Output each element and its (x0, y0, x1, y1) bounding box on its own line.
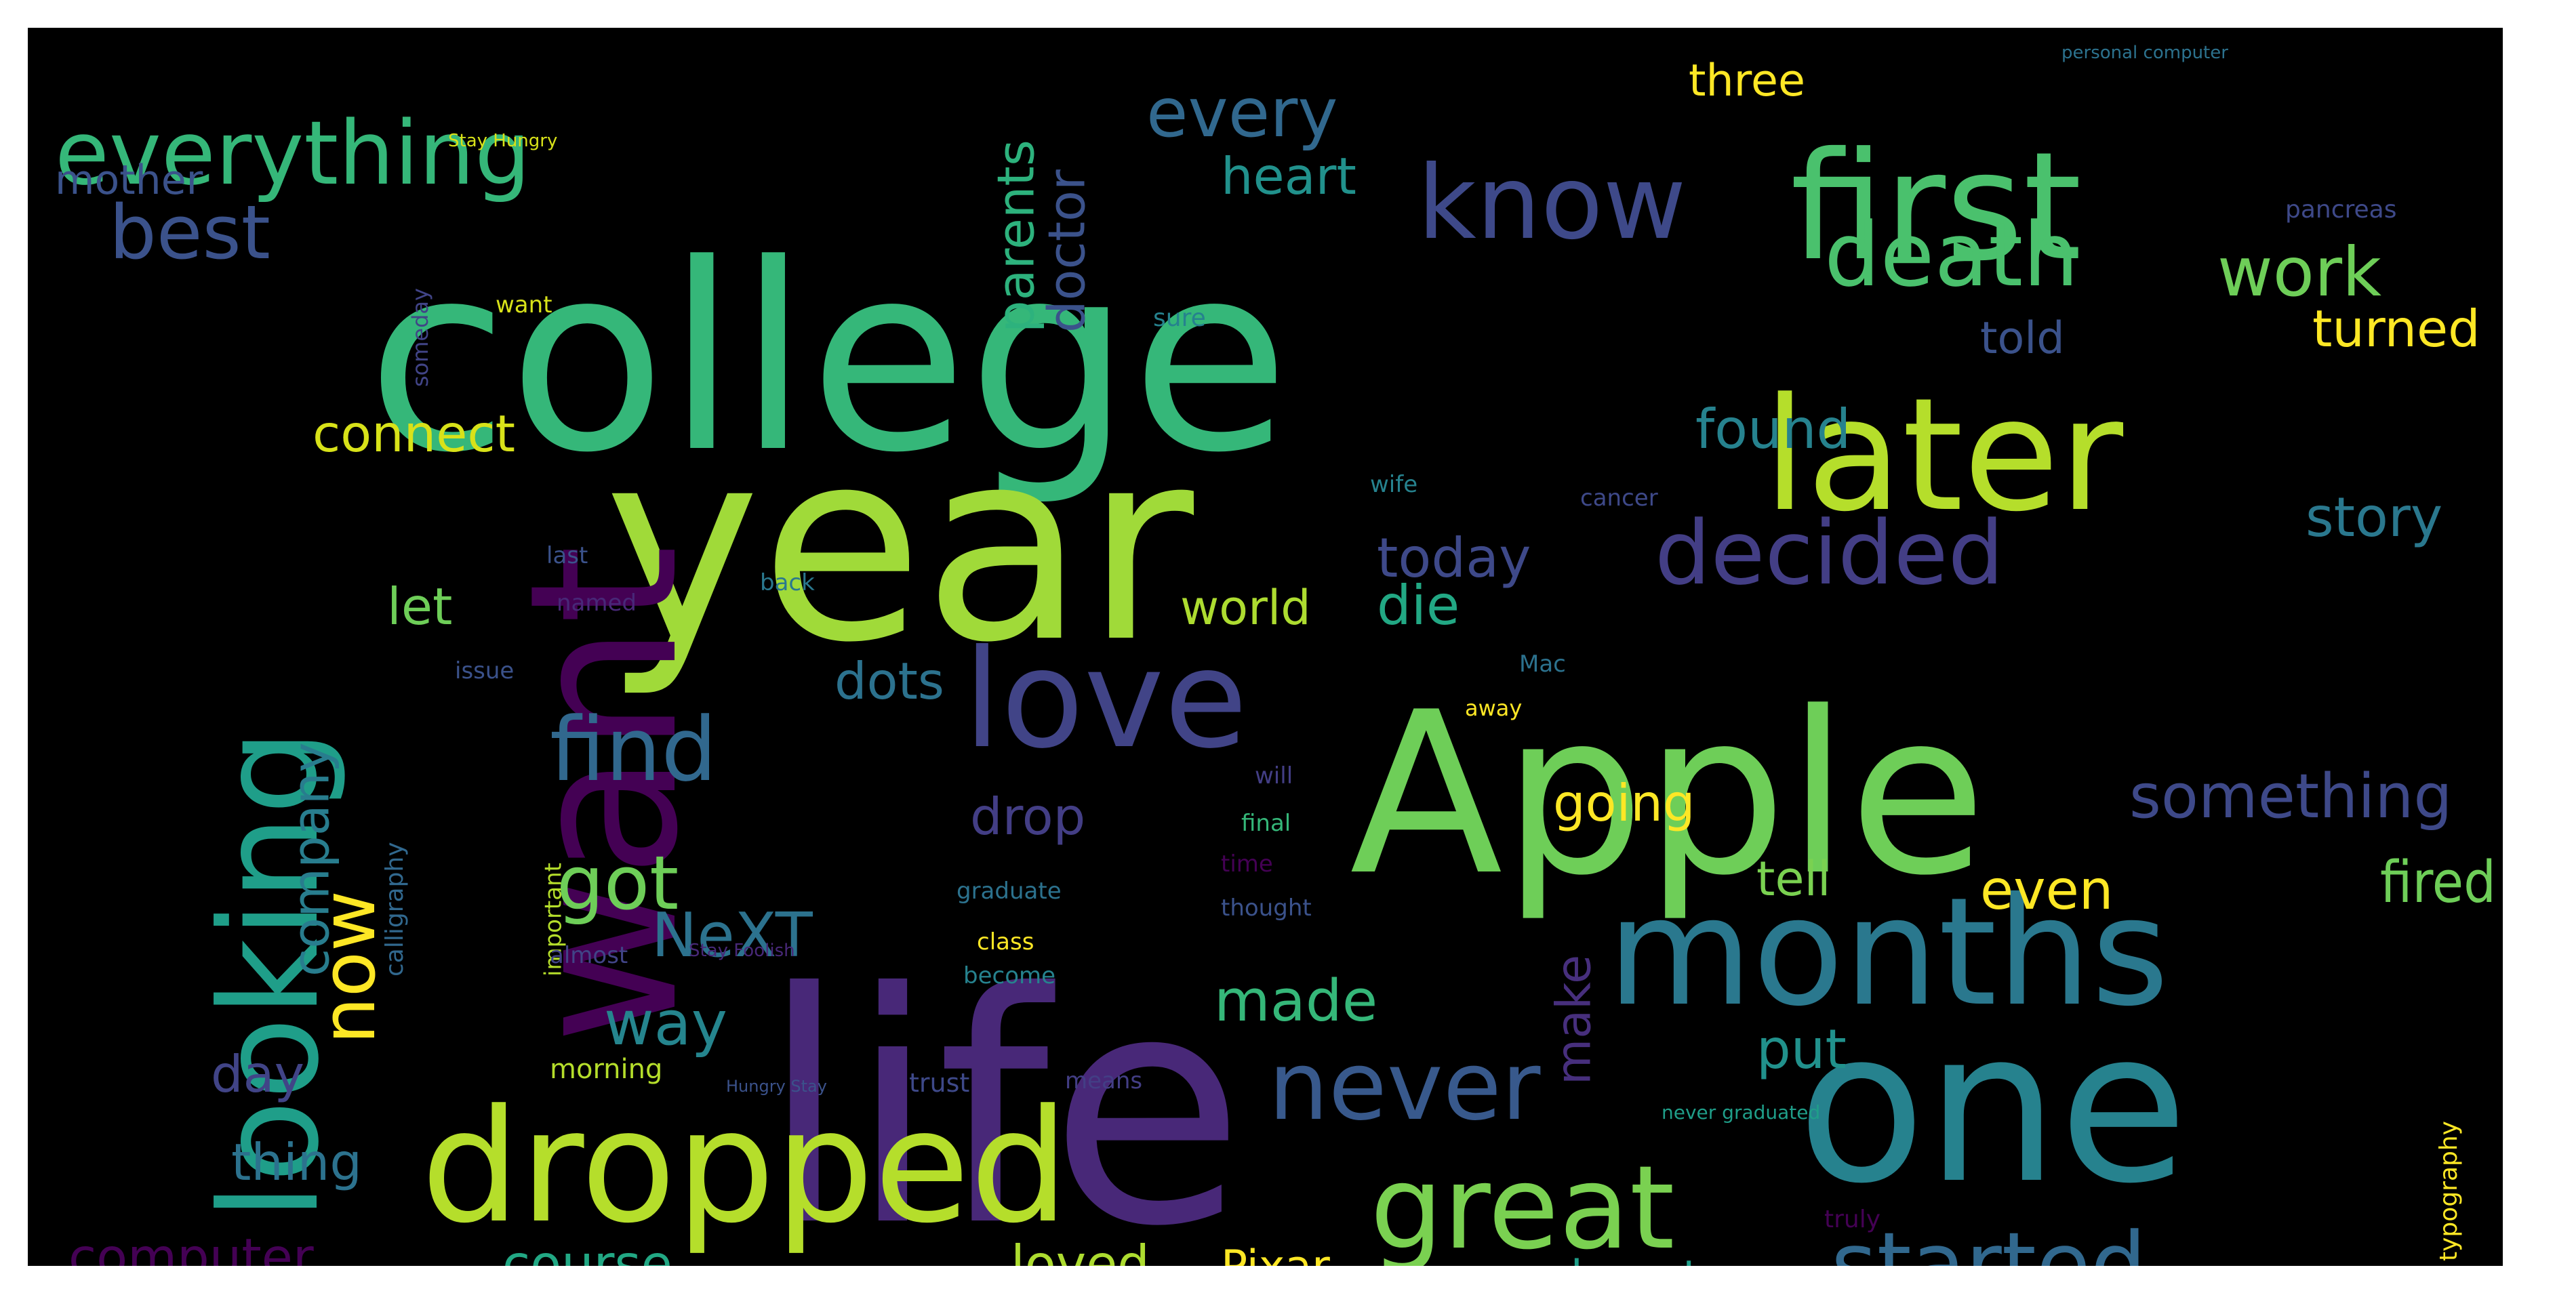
word-thought: thought (1221, 895, 1312, 922)
word-parents: parents (986, 140, 1046, 333)
word-put: put (1756, 1018, 1847, 1081)
word-means: means (1065, 1067, 1142, 1094)
word-wife: wife (1370, 471, 1417, 498)
word-someday: someday (407, 288, 433, 387)
word-everything: everything (55, 102, 531, 205)
word-mother: mother (55, 157, 203, 204)
word-today: today (1377, 527, 1531, 590)
word-stay-hungry: Stay Hungry (448, 131, 557, 151)
word-sure: sure (1153, 304, 1206, 332)
word-turned: turned (2312, 299, 2480, 358)
word-started: started (1831, 1213, 2146, 1266)
word-heart: heart (1221, 146, 1356, 206)
word-say: say (2499, 108, 2503, 143)
word-even: even (1980, 859, 2113, 922)
word-pixar: Pixar (1221, 1241, 1330, 1266)
word-become: become (963, 962, 1055, 989)
word-closest: closest (1546, 1252, 1700, 1266)
word-tell: tell (1756, 851, 1830, 907)
word-dots: dots (834, 651, 944, 711)
word-want: want (486, 545, 723, 1044)
word-stay-foolish: Stay Foolish (689, 941, 795, 961)
word-looking: looking (191, 729, 349, 1220)
word-company: company (281, 742, 341, 977)
word-got: got (557, 840, 679, 926)
word-world: world (1180, 580, 1311, 636)
word-time: time (1221, 850, 1273, 878)
word-dropped: dropped (421, 1077, 1069, 1258)
word-cloud: life college year Apple want one dropped lookin… (28, 28, 2503, 1266)
word-death: death (1824, 203, 2079, 306)
word-typography: typography (2435, 1121, 2463, 1261)
word-story: story (2306, 486, 2442, 549)
word-doctor: doctor (1037, 169, 1097, 333)
word-die: die (1377, 574, 1460, 637)
word-life: life (760, 925, 1245, 1266)
word-pancreas: pancreas (2285, 196, 2397, 224)
word-decided: decided (1655, 501, 2004, 604)
word-three: three (1689, 56, 1805, 106)
word-want-2: want (496, 291, 552, 319)
word-going: going (1553, 773, 1695, 833)
word-great: great (1370, 1141, 1675, 1266)
word-something: something (2129, 761, 2453, 832)
word-first: first (1790, 120, 2082, 293)
word-work: work (2217, 232, 2381, 312)
word-drop: drop (970, 787, 1085, 846)
word-truly: truly (1824, 1206, 1880, 1233)
word-personal-computer: personal computer (2061, 43, 2228, 63)
word-know: know (1417, 144, 1686, 262)
word-last: last (546, 542, 588, 569)
word-morning: morning (550, 1054, 662, 1085)
word-one: one (1797, 985, 2188, 1230)
word-connect: connect (313, 404, 515, 464)
word-day: day (211, 1044, 304, 1104)
word-trust: trust (909, 1068, 969, 1098)
word-class: class (977, 928, 1034, 956)
word-let: let (387, 577, 452, 636)
word-never-graduated: never graduated (1662, 1101, 1820, 1124)
word-mac: Mac (1519, 651, 1566, 678)
word-never: never (1268, 1031, 1541, 1142)
word-way: way (604, 988, 727, 1059)
word-found: found (1695, 398, 1851, 461)
word-issue: issue (455, 657, 514, 684)
word-named: named (557, 590, 637, 617)
word-next: NeXT (651, 900, 813, 971)
word-loved: loved (1011, 1234, 1150, 1266)
word-hungry-stay: Hungry Stay (726, 1077, 827, 1096)
word-cancer: cancer (1580, 485, 1658, 512)
word-computer: computer (68, 1227, 314, 1266)
word-college: college (367, 209, 1289, 509)
word-course: course (502, 1234, 672, 1266)
word-away: away (1465, 695, 1522, 721)
word-love: love (963, 621, 1247, 779)
word-calligraphy: calligraphy (381, 842, 409, 977)
word-make: make (1546, 955, 1602, 1085)
word-best: best (109, 189, 270, 276)
word-graduate: graduate (957, 878, 1062, 905)
word-told: told (1980, 313, 2065, 364)
word-find: find (550, 698, 717, 801)
word-back: back (760, 569, 815, 596)
word-almost: almost (550, 942, 628, 969)
word-important: important (540, 863, 567, 977)
word-fired: fired (2380, 849, 2496, 916)
word-every: every (1146, 73, 1338, 152)
word-months: months (1607, 865, 2169, 1039)
word-now: now (305, 890, 392, 1044)
word-will: will (1255, 762, 1293, 789)
word-later: later (1763, 365, 2124, 546)
word-final: final (1241, 810, 1291, 837)
word-thing: thing (231, 1132, 362, 1192)
word-apple: Apple (1350, 664, 1986, 924)
word-made: made (1214, 968, 1377, 1035)
word-year: year (604, 392, 1196, 700)
